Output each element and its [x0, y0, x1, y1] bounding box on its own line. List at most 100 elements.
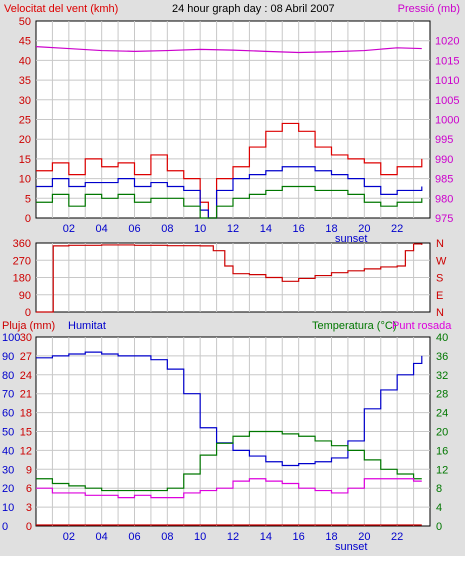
rain-tick-label: 21	[20, 389, 32, 401]
x-tick-label: 20	[358, 223, 370, 235]
y-tick-label-right: 1020	[435, 36, 459, 48]
compass-label: N	[436, 238, 444, 250]
humidity-tick-label: 50	[2, 427, 14, 439]
y-tick-label: 90	[19, 290, 31, 302]
rain-tick-label: 9	[26, 464, 32, 476]
x-tick-label: 12	[227, 531, 239, 543]
compass-label: S	[436, 273, 443, 285]
temperature-tick-label: 40	[436, 332, 448, 344]
series-temperature-line	[36, 430, 422, 492]
y-tick-label: 20	[19, 134, 31, 146]
series-humidity-line	[36, 351, 423, 467]
humidity-tick-label: 40	[2, 445, 14, 457]
x-tick-label: 18	[325, 531, 337, 543]
rain-tick-label: 18	[20, 408, 32, 420]
y-tick-label: 40	[19, 55, 31, 67]
x-tick-label: 10	[194, 223, 206, 235]
x-tick-label: 16	[293, 531, 305, 543]
sunset-label: sunset	[335, 541, 367, 553]
rain-tick-label: 6	[26, 483, 32, 495]
y-tick-label: 0	[25, 213, 31, 225]
rain-tick-label: 24	[20, 370, 32, 382]
pressure-axis-label: Pressió (mb)	[398, 3, 460, 15]
y-tick-label-right: 975	[435, 213, 453, 225]
y-tick-label-right: 990	[435, 154, 453, 166]
humidity-tick-label: 100	[2, 332, 20, 344]
temperature-tick-label: 36	[436, 351, 448, 363]
y-tick-label: 0	[25, 307, 31, 319]
temperature-tick-label: 24	[436, 408, 448, 420]
wind-speed-axis-label: Velocitat del vent (kmh)	[4, 3, 118, 15]
humidity-tick-label: 70	[2, 389, 14, 401]
y-tick-label-right: 985	[435, 174, 453, 186]
x-tick-label: 14	[260, 223, 272, 235]
series-pressure-line	[35, 46, 422, 54]
x-tick-label: 18	[325, 223, 337, 235]
rain-tick-label: 12	[20, 445, 32, 457]
humidity-tick-label: 80	[2, 370, 14, 382]
y-tick-label: 360	[13, 238, 31, 250]
x-tick-label: 08	[161, 531, 173, 543]
y-tick-label: 270	[13, 255, 31, 267]
series-avg-line	[36, 166, 423, 219]
sunset-label: sunset	[335, 233, 367, 245]
temperature-tick-label: 0	[436, 521, 442, 533]
x-tick-label: 12	[227, 223, 239, 235]
temperature-tick-label: 16	[436, 445, 448, 457]
compass-label: W	[436, 255, 447, 267]
humidity-tick-label: 10	[2, 502, 14, 514]
x-tick-label: 06	[128, 531, 140, 543]
series-gust-line	[36, 122, 423, 219]
y-tick-label: 30	[19, 95, 31, 107]
x-tick-label: 06	[128, 223, 140, 235]
temperature-axis-label: Temperatura (°C)	[312, 320, 396, 332]
rain-tick-label: 3	[26, 502, 32, 514]
x-tick-label: 20	[358, 531, 370, 543]
y-tick-label: 45	[19, 36, 31, 48]
humidity-tick-label: 30	[2, 464, 14, 476]
y-tick-label: 180	[13, 273, 31, 285]
temperature-tick-label: 12	[436, 464, 448, 476]
temperature-tick-label: 28	[436, 389, 448, 401]
temperature-tick-label: 20	[436, 427, 448, 439]
y-tick-label-right: 1015	[435, 55, 459, 67]
chart-title: 24 hour graph day : 08 Abril 2007	[172, 3, 335, 15]
compass-label: N	[436, 307, 444, 319]
y-tick-label-right: 1005	[435, 95, 459, 107]
temperature-tick-label: 4	[436, 502, 442, 514]
rain-tick-label: 30	[20, 332, 32, 344]
wind-pressure-panel: 0510152025303540455097598098599099510001…	[19, 16, 460, 245]
rain-tick-label: 27	[20, 351, 32, 363]
y-tick-label-right: 1000	[435, 115, 459, 127]
x-tick-label: 02	[63, 223, 75, 235]
rain-axis-label: Pluja (mm)	[2, 320, 55, 332]
dewpoint-axis-label: Punt rosada	[392, 320, 452, 332]
series-dewpoint-line	[36, 478, 422, 499]
y-tick-label: 25	[19, 115, 31, 127]
y-tick-label-right: 1010	[435, 75, 459, 87]
humidity-tick-label: 20	[2, 483, 14, 495]
y-tick-label-right: 995	[435, 134, 453, 146]
x-tick-label: 14	[260, 531, 272, 543]
y-tick-label-right: 980	[435, 193, 453, 205]
y-tick-label: 50	[19, 16, 31, 28]
x-tick-label: 22	[391, 531, 403, 543]
rain-tick-label: 0	[26, 521, 32, 533]
x-tick-label: 02	[63, 531, 75, 543]
humidity-tick-label: 0	[2, 521, 8, 533]
x-tick-label: 08	[161, 223, 173, 235]
series-direction-line	[36, 243, 423, 313]
temperature-tick-label: 8	[436, 483, 442, 495]
rain-tick-label: 15	[20, 427, 32, 439]
y-tick-label: 35	[19, 75, 31, 87]
y-tick-label: 5	[25, 193, 31, 205]
temperature-tick-label: 32	[436, 370, 448, 382]
x-tick-label: 16	[293, 223, 305, 235]
x-tick-label: 04	[96, 223, 108, 235]
humidity-tick-label: 90	[2, 351, 14, 363]
x-tick-label: 10	[194, 531, 206, 543]
